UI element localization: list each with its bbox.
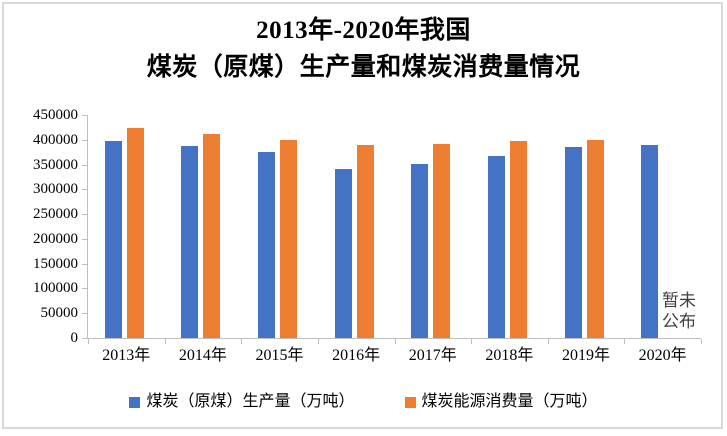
y-axis-tick: [82, 214, 87, 216]
y-axis-tick: [82, 115, 87, 116]
x-axis-tick: [471, 339, 473, 344]
chart-title: 2013年-2020年我国 煤炭（原煤）生产量和煤炭消费量情况: [0, 12, 727, 86]
data-unavailable-note-line1: 暂未: [662, 291, 696, 310]
x-axis-label-2015年: 2015年: [255, 347, 304, 364]
y-axis-tick: [82, 288, 87, 290]
y-axis-tick: [82, 338, 87, 339]
bar-production-2020年: [641, 144, 659, 338]
y-axis-tick: [82, 238, 87, 240]
bar-production-2017年: [411, 163, 429, 338]
x-axis-tick: [624, 339, 626, 344]
legend-item-consumption: 煤炭能源消费量（万吨）: [404, 393, 598, 411]
y-axis-label-150000: 150000: [33, 255, 78, 272]
x-axis-tick: [317, 339, 319, 344]
bar-production-2019年: [564, 147, 582, 338]
x-axis-tick: [394, 339, 396, 344]
bar-production-2013年: [104, 141, 122, 338]
bar-production-2014年: [181, 146, 199, 338]
y-axis-tick: [82, 313, 87, 315]
bar-consumption-2014年: [203, 133, 221, 338]
y-axis-label-450000: 450000: [33, 107, 78, 123]
bar-production-2018年: [487, 155, 505, 338]
y-axis-label-350000: 350000: [33, 156, 78, 173]
x-axis-label-2014年: 2014年: [178, 347, 227, 364]
bar-consumption-2017年: [433, 143, 451, 338]
y-axis-label-300000: 300000: [33, 181, 78, 198]
legend-swatch-production-icon: [129, 396, 141, 408]
y-axis-label-0: 0: [70, 330, 79, 346]
y-axis-tick: [82, 189, 87, 191]
x-axis-label-2013年: 2013年: [102, 347, 151, 364]
bar-consumption-2016年: [356, 145, 374, 338]
bar-production-2016年: [334, 169, 352, 338]
y-axis-label-50000: 50000: [40, 305, 79, 322]
y-axis-tick: [82, 139, 87, 141]
y-axis-tick: [82, 263, 87, 265]
x-axis-tick: [701, 339, 702, 344]
y-axis-label-400000: 400000: [33, 131, 78, 148]
plot-area: 暂未 公布 450000 400000 350000 300000 250000 2000…: [33, 107, 702, 364]
x-axis-tick: [164, 339, 166, 344]
legend-label-consumption: 煤炭能源消费量（万吨）: [421, 393, 598, 410]
x-axis-tick: [241, 339, 243, 344]
bar-consumption-2019年: [586, 140, 604, 338]
x-axis-tick: [88, 339, 89, 344]
legend-label-production: 煤炭（原煤）生产量（万吨）: [146, 393, 355, 410]
x-axis-label-2018年: 2018年: [485, 347, 534, 364]
x-axis-tick: [547, 339, 549, 344]
x-axis-label-2017年: 2017年: [408, 347, 457, 364]
legend-item-production: 煤炭（原煤）生产量（万吨）: [129, 393, 355, 411]
chart-title-line1: 2013年-2020年我国: [256, 17, 471, 44]
bar-consumption-2015年: [280, 139, 298, 338]
x-axis-label-2019年: 2019年: [562, 347, 611, 364]
bar-consumption-2018年: [509, 141, 527, 338]
x-axis-label-2020年: 2020年: [638, 347, 687, 364]
y-axis-label-200000: 200000: [33, 230, 78, 247]
x-axis-label-2016年: 2016年: [332, 347, 381, 364]
legend: 煤炭（原煤）生产量（万吨） 煤炭能源消费量（万吨）: [0, 393, 727, 411]
y-axis-label-100000: 100000: [33, 280, 78, 297]
y-axis-tick: [82, 164, 87, 166]
chart-title-line2: 煤炭（原煤）生产量和煤炭消费量情况: [146, 54, 581, 81]
data-unavailable-note-line2: 公布: [662, 312, 696, 331]
data-unavailable-note: 暂未 公布: [662, 290, 696, 332]
y-axis-label-250000: 250000: [33, 206, 78, 223]
legend-swatch-consumption-icon: [404, 396, 416, 408]
bar-consumption-2013年: [126, 127, 144, 338]
bar-production-2015年: [258, 152, 276, 338]
